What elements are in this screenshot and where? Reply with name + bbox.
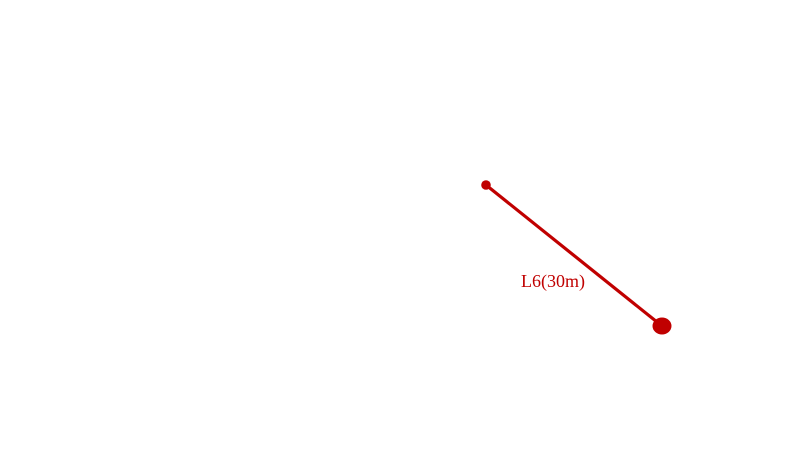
segment-start-node[interactable] [481, 180, 491, 190]
segment-label: L6(30m) [521, 271, 585, 292]
segment-end-node[interactable] [652, 317, 672, 335]
segment-line[interactable] [484, 183, 664, 328]
